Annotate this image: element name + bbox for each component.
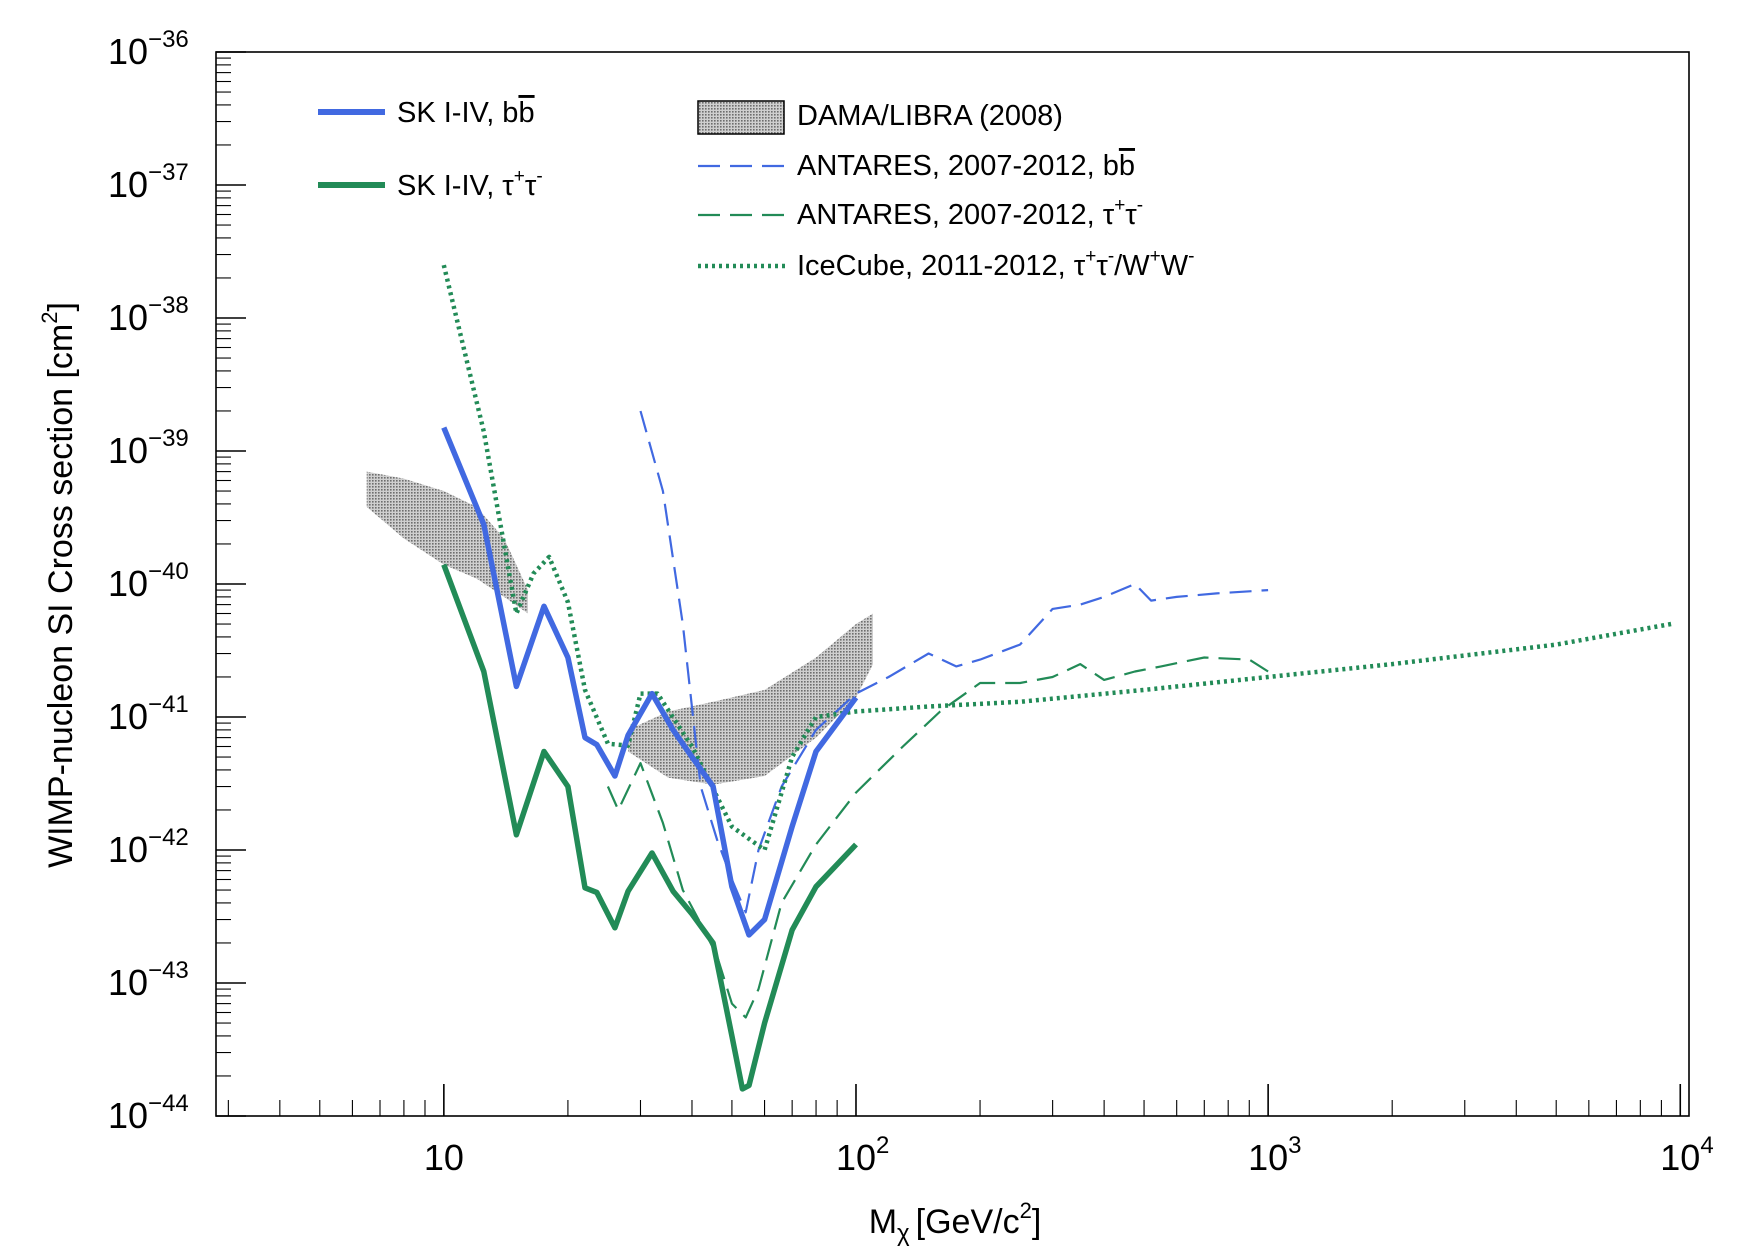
y-tick-labels: 10−44 10−43 10−42 10−41 10−40 10−39 10−38 10−37… (108, 26, 189, 1136)
legend: SK I-IV, bb SK I-IV, τ+τ- DAMA/LIBRA (20… (318, 97, 1194, 282)
series-line-dashed-blue (639, 410, 1269, 914)
x-tick-label: 103 (1248, 1132, 1301, 1178)
x-tick-label: 10 (424, 1137, 464, 1178)
axis-ticks (216, 51, 1682, 1117)
legend-label-dama: DAMA/LIBRA (2008) (797, 100, 1063, 132)
legend-swatch-dama (697, 100, 785, 135)
y-axis-label: WIMP-nucleon SI Cross section [cm2] (37, 302, 80, 868)
y-tick-label: 10−41 (108, 691, 189, 737)
y-label-close: ] (42, 302, 80, 311)
legend-label-sk-tautau: SK I-IV, τ+τ- (397, 166, 543, 202)
legend-label-antares-bb: ANTARES, 2007-2012, bb (797, 150, 1135, 182)
y-tick-label: 10−37 (108, 159, 189, 205)
dama-bands (366, 471, 873, 785)
y-tick-label: 10−39 (108, 425, 189, 471)
x-label-unit: [GeV/c (916, 1203, 1020, 1241)
dama-band (628, 613, 873, 785)
y-label-sup: 2 (37, 312, 62, 324)
x-label-main: M (869, 1203, 897, 1241)
x-axis-label: Mχ [GeV/c2] (869, 1198, 1042, 1247)
legend-item-antares-bb: ANTARES, 2007-2012, bb (698, 150, 1135, 182)
x-tick-label: 104 (1660, 1132, 1713, 1178)
legend-label-icecube: IceCube, 2011-2012, τ+τ-/W+W- (797, 246, 1194, 282)
x-label-unit-close: ] (1032, 1203, 1041, 1241)
legend-item-icecube: IceCube, 2011-2012, τ+τ-/W+W- (698, 246, 1194, 282)
x-tick-label: 102 (836, 1132, 889, 1178)
series-layer (441, 264, 1672, 1092)
y-tick-label: 10−44 (108, 1090, 189, 1136)
y-tick-label: 10−42 (108, 824, 189, 870)
legend-label-sk-bb: SK I-IV, bb (397, 97, 535, 129)
y-tick-label: 10−38 (108, 292, 189, 338)
series-line-dotted-green (441, 264, 1672, 853)
x-tick-labels: 10 102 103 104 (424, 1132, 1714, 1178)
x-label-unit-sup: 2 (1020, 1198, 1032, 1223)
legend-item-dama: DAMA/LIBRA (2008) (697, 100, 1063, 135)
legend-item-antares-tautau: ANTARES, 2007-2012, τ+τ- (698, 195, 1143, 231)
y-tick-label: 10−36 (108, 26, 189, 72)
x-label-sub: χ (897, 1220, 910, 1247)
legend-label-antares-tautau: ANTARES, 2007-2012, τ+τ- (797, 195, 1143, 231)
series-line-solid-blue (441, 426, 859, 938)
series-line-solid-green (441, 563, 858, 1092)
legend-item-sk-tautau: SK I-IV, τ+τ- (318, 166, 543, 202)
dama-band (366, 471, 528, 614)
y-label-main: WIMP-nucleon SI Cross section [cm (42, 324, 80, 868)
legend-item-sk-bb: SK I-IV, bb (318, 97, 535, 129)
series-line-dashed-green (606, 656, 1269, 1019)
y-tick-label: 10−43 (108, 957, 189, 1003)
y-tick-label: 10−40 (108, 558, 189, 604)
